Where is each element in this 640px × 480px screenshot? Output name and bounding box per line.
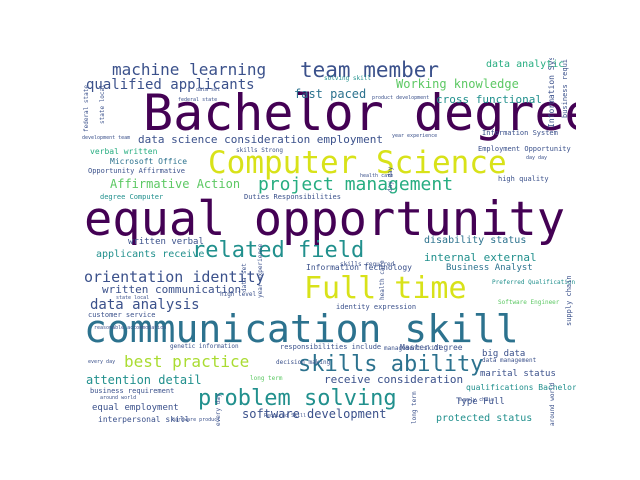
word-information-system: Information System bbox=[482, 129, 558, 137]
word-federal-state: federal state bbox=[178, 97, 218, 103]
word-microsoft-office: Microsoft Office bbox=[110, 157, 188, 166]
word-working-knowledge: Working knowledge bbox=[396, 77, 519, 91]
word-information-technology: Information Technology bbox=[306, 263, 412, 272]
word-degree-computer: degree Computer bbox=[100, 193, 164, 201]
word-bachelor-degree: Bachelor degree bbox=[143, 84, 576, 142]
word-skills-required: skills required bbox=[340, 261, 395, 268]
word-disability-status: disability status bbox=[424, 235, 527, 246]
word-high-level: high level bbox=[220, 291, 257, 298]
word-receive-consideration: receive consideration bbox=[324, 373, 464, 386]
word-day-day: day day bbox=[526, 155, 548, 161]
word-problem-solving: problem solving bbox=[198, 386, 397, 411]
word-supply-chain: supply chain bbox=[458, 397, 495, 403]
word-opportunity-affirmative: Opportunity Affirmative bbox=[88, 167, 185, 175]
word-vertical-data-set: data set bbox=[241, 263, 248, 292]
word-preferred-qualification: Preferred Qualification bbox=[492, 279, 576, 286]
word-long-term: long term bbox=[250, 375, 283, 382]
word-data-science-consideration: data science consideration employment bbox=[138, 133, 384, 146]
word-type-full: Type Full bbox=[456, 397, 505, 407]
word-fast-paced: fast paced bbox=[294, 87, 367, 101]
word-team-member: team member bbox=[300, 58, 440, 82]
word-vertical-year-experience: year experience bbox=[257, 243, 264, 298]
word-genetic-information: genetic information bbox=[170, 343, 239, 350]
word-high-quality: high quality bbox=[498, 175, 549, 183]
word-required-skill: Required Skill bbox=[264, 413, 307, 419]
word-every-day: every day bbox=[88, 359, 116, 365]
word-interpersonal-skill: interpersonal skill bbox=[98, 415, 190, 424]
word-data-analysis: data analysis bbox=[90, 297, 200, 313]
word-software-development: software development bbox=[242, 407, 387, 421]
word-vertical-every-day: every day bbox=[215, 393, 222, 426]
word-vertical-federal-state: federal state bbox=[83, 85, 90, 132]
word-vertical-information-system: Information System bbox=[547, 58, 556, 128]
word-written-communication: written communication bbox=[102, 283, 242, 296]
word-data-management: data management bbox=[482, 357, 537, 364]
word-software-engineer: Software Engineer bbox=[498, 299, 560, 306]
word-health-care: health care bbox=[360, 173, 394, 179]
word-related-field: related field bbox=[192, 238, 365, 263]
word-best-practice: best practice bbox=[124, 352, 250, 371]
word-equal-opportunity: equal opportunity bbox=[84, 192, 566, 247]
word-equal-employment: equal employment bbox=[92, 403, 179, 413]
word-decision-making: decision making bbox=[276, 359, 331, 366]
word-vertical-business-requirement: business requirement bbox=[561, 58, 569, 118]
word-project-management: project management bbox=[258, 174, 454, 195]
word-vertical-state-local: state local bbox=[99, 84, 106, 124]
word-applicants-receive: applicants receive bbox=[96, 249, 205, 260]
word-attention-detail: attention detail bbox=[86, 373, 202, 387]
word-product-development: product development bbox=[372, 95, 430, 101]
word-affirmative-action: Affirmative Action bbox=[110, 177, 241, 191]
word-around-world: around world bbox=[100, 395, 137, 401]
word-responsibilities-include: responsibilities include bbox=[280, 343, 382, 351]
word-year-experience: year experience bbox=[392, 133, 438, 139]
word-qualifications-bachelor: qualifications Bachelor bbox=[466, 383, 576, 392]
word-verbal-written: verbal written bbox=[90, 147, 158, 156]
word-customer-service: customer service bbox=[88, 311, 156, 319]
word-skills-strong: skills Strong bbox=[236, 147, 283, 154]
word-vertical-around-world: around world bbox=[549, 382, 556, 426]
word-vertical-health-care: health care bbox=[379, 260, 386, 300]
word-protected-status: protected status bbox=[436, 413, 533, 424]
word-qualified-applicants: qualified applicants bbox=[86, 77, 255, 93]
word-orientation-identity: orientation identity bbox=[84, 268, 265, 286]
word-business-analyst: Business Analyst bbox=[446, 263, 533, 273]
word-computer-science: Computer Science bbox=[208, 145, 507, 181]
word-skills-ability: skills ability bbox=[298, 352, 484, 377]
word-reasonable-accommodation: reasonable accommodation bbox=[94, 325, 167, 331]
word-communication-skill: communication skill bbox=[84, 307, 519, 351]
word-vertical-long-term: long term bbox=[411, 391, 418, 424]
word-data-set: data set bbox=[196, 87, 221, 93]
word-employment-opportunity: Employment Opportunity bbox=[478, 145, 571, 153]
word-master-degree: Master degree bbox=[400, 343, 463, 352]
word-data-analytic: data analytic bbox=[486, 59, 565, 70]
word-hardware-product: hardware product bbox=[172, 417, 221, 423]
word-machine-learning: machine learning bbox=[112, 60, 267, 79]
word-solving-skill: solving skill bbox=[324, 75, 371, 82]
word-cross-functional: cross functional bbox=[436, 93, 542, 106]
word-marital-status: marital status bbox=[480, 369, 556, 379]
word-identity-expression: identity expression bbox=[336, 303, 417, 311]
word-vertical-day-day: day day bbox=[387, 166, 394, 192]
word-written-verbal: written verbal bbox=[128, 237, 204, 247]
word-state-local: state local bbox=[116, 295, 150, 301]
word-business-requirement: business requirement bbox=[90, 387, 175, 395]
word-full-time: Full time bbox=[304, 271, 467, 306]
word-cloud: Bachelor degree equal opportunity commun… bbox=[80, 58, 576, 428]
word-development-team: development team bbox=[82, 135, 131, 141]
word-internal-external: internal external bbox=[424, 251, 537, 264]
word-management-skill: management skill bbox=[384, 345, 442, 352]
word-big-data: big data bbox=[482, 349, 526, 359]
word-vertical-supply-chain: supply chain bbox=[565, 275, 573, 326]
word-duties-responsibilities: Duties Responsibilities bbox=[244, 193, 341, 201]
